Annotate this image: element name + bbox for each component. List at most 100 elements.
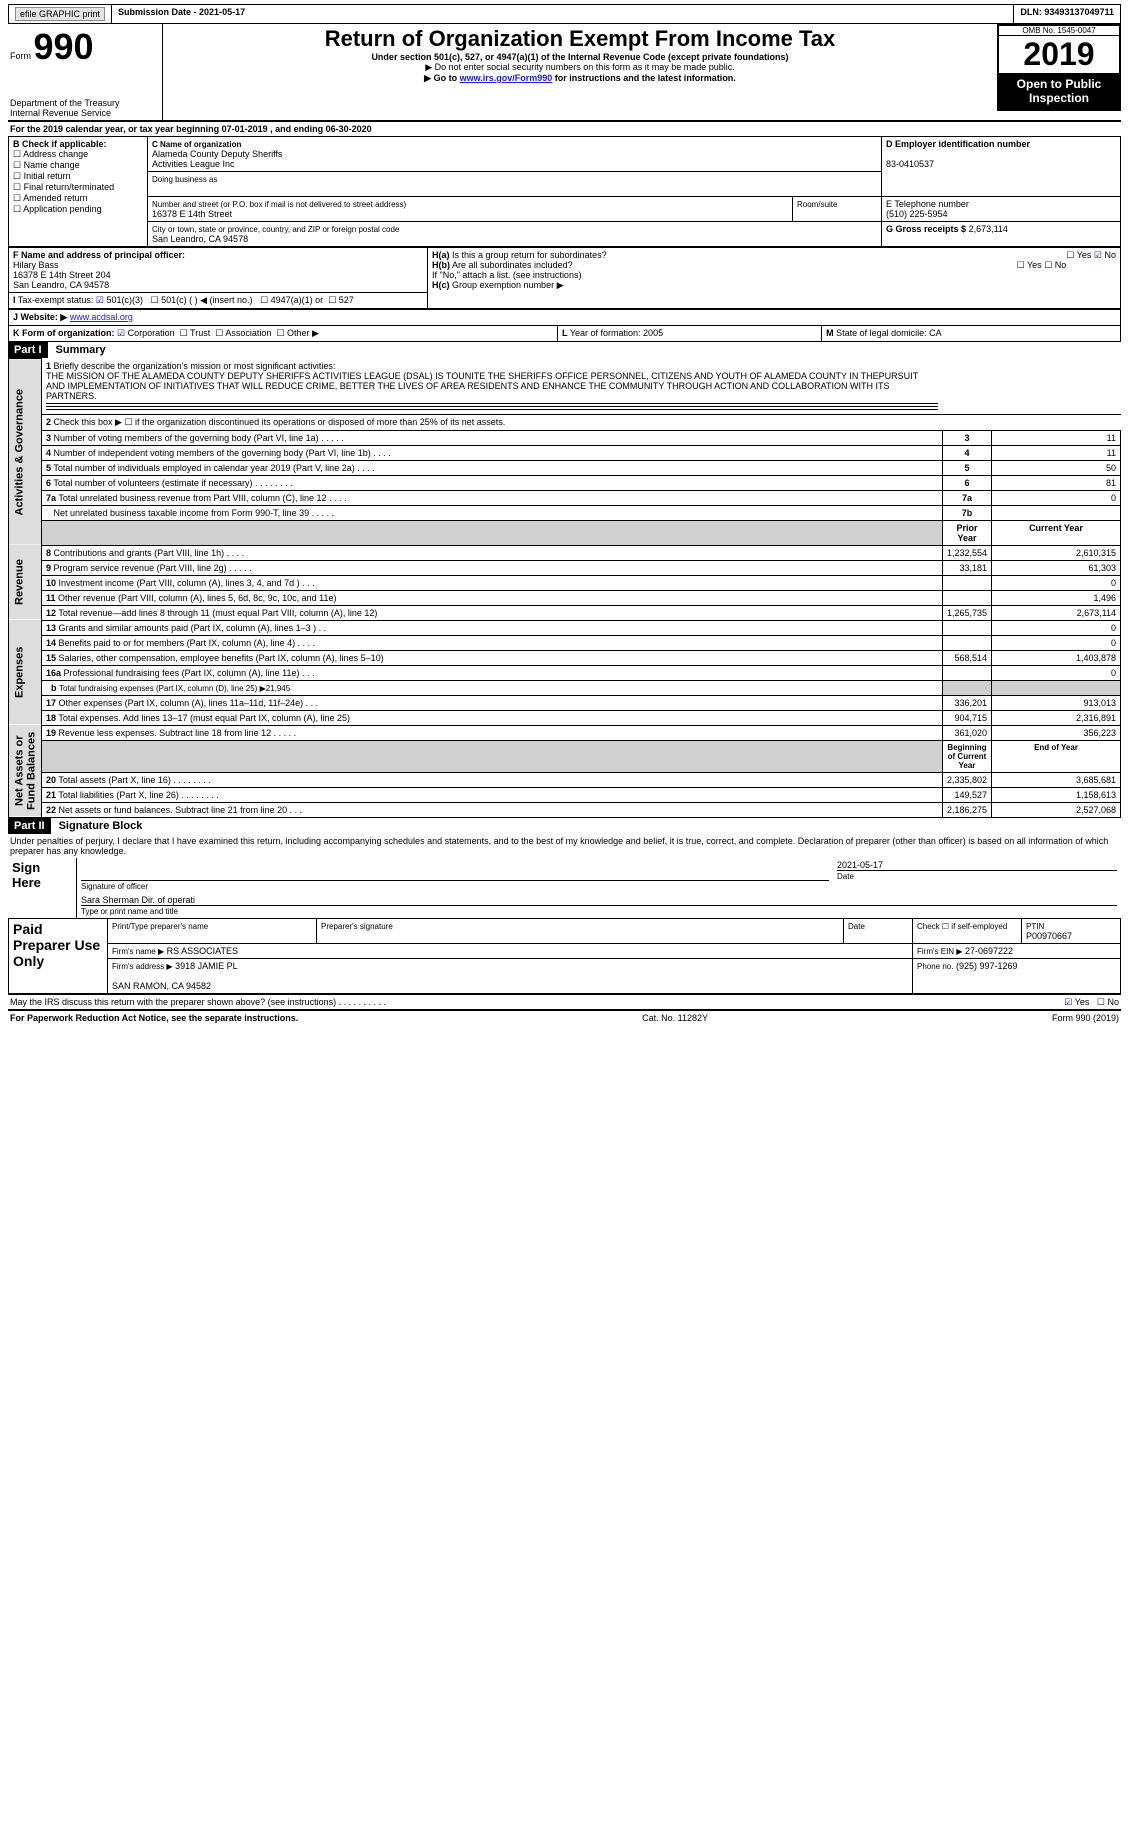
hb-label: Are all subordinates included? bbox=[452, 260, 573, 270]
i-501c3[interactable]: 501(c)(3) bbox=[96, 295, 143, 305]
officer-name: Hilary Bass bbox=[13, 260, 59, 270]
side-balances: Net Assets orFund Balances bbox=[9, 725, 42, 817]
row5: 5 Total number of individuals employed i… bbox=[9, 460, 1121, 475]
omb: OMB No. 1545-0047 bbox=[999, 26, 1119, 36]
row6: 6 Total number of volunteers (estimate i… bbox=[9, 475, 1121, 490]
eoy-hdr: End of Year bbox=[992, 740, 1121, 772]
subtitle1: Under section 501(c), 527, or 4947(a)(1)… bbox=[165, 52, 995, 62]
g-label: G Gross receipts $ bbox=[886, 224, 966, 234]
chk-address[interactable]: Address change bbox=[13, 149, 143, 160]
i-501c[interactable]: 501(c) ( ) ◀ (insert no.) bbox=[151, 295, 253, 305]
city: San Leandro, CA 94578 bbox=[152, 234, 248, 244]
k-trust[interactable]: Trust bbox=[180, 328, 211, 338]
form-title: Return of Organization Exempt From Incom… bbox=[165, 26, 995, 52]
chk-initial[interactable]: Initial return bbox=[13, 171, 143, 182]
firm-name: RS ASSOCIATES bbox=[167, 946, 238, 956]
q1: Briefly describe the organization's miss… bbox=[54, 361, 336, 371]
paid-preparer: Paid Preparer Use Only bbox=[9, 918, 108, 993]
ha-no[interactable]: No bbox=[1094, 250, 1116, 260]
firm-ein: 27-0697222 bbox=[965, 946, 1013, 956]
prior-hdr: Prior Year bbox=[942, 520, 991, 545]
hb-no[interactable]: No bbox=[1044, 260, 1066, 270]
info-table-3: J Website: ▶ www.acdsal.org K Form of or… bbox=[8, 309, 1121, 342]
hb-note: If "No," attach a list. (see instruction… bbox=[432, 270, 581, 280]
ha-label: Is this a group return for subordinates? bbox=[452, 250, 607, 260]
chk-final[interactable]: Final return/terminated bbox=[13, 182, 143, 193]
discuss-row: May the IRS discuss this return with the… bbox=[8, 994, 1121, 1009]
street-label: Number and street (or P.O. box if mail i… bbox=[152, 200, 406, 209]
i-4947[interactable]: 4947(a)(1) or bbox=[260, 295, 323, 305]
side-governance: Activities & Governance bbox=[9, 359, 42, 546]
k-assoc[interactable]: Association bbox=[215, 328, 271, 338]
chk-pending[interactable]: Application pending bbox=[13, 204, 143, 215]
signature-table: Sign Here Signature of officer 2021-05-1… bbox=[8, 858, 1121, 918]
efile-print-button[interactable]: efile GRAPHIC print bbox=[15, 7, 105, 21]
row7a: 7a Total unrelated business revenue from… bbox=[9, 490, 1121, 505]
sign-here: Sign Here bbox=[8, 858, 77, 918]
sig-date: 2021-05-17 bbox=[837, 860, 1117, 871]
dln: DLN: 93493137049711 bbox=[1014, 5, 1120, 23]
ein: 83-0410537 bbox=[886, 159, 934, 169]
i-527[interactable]: 527 bbox=[328, 295, 354, 305]
city-label: City or town, state or province, country… bbox=[152, 225, 399, 234]
info-table: B Check if applicable: Address change Na… bbox=[8, 136, 1121, 247]
part1-hdr: Part I bbox=[8, 342, 48, 358]
dept: Department of the Treasury Internal Reve… bbox=[10, 98, 160, 118]
suite-label: Room/suite bbox=[797, 200, 837, 209]
open-public: Open to Public Inspection bbox=[999, 73, 1119, 109]
dba-label: Doing business as bbox=[152, 175, 217, 184]
b-label: B Check if applicable: bbox=[13, 139, 107, 149]
website-link[interactable]: www.acdsal.org bbox=[70, 312, 133, 322]
officer-addr: 16378 E 14th Street 204 San Leandro, CA … bbox=[13, 270, 111, 290]
subtitle2: ▶ Do not enter social security numbers o… bbox=[165, 62, 995, 73]
ha-yes[interactable]: Yes bbox=[1066, 250, 1091, 260]
line-a: For the 2019 calendar year, or tax year … bbox=[8, 120, 1121, 136]
printed-name: Sara Sherman Dir. of operati bbox=[81, 895, 1117, 906]
q2: Check this box ▶ ☐ if the organization d… bbox=[54, 417, 506, 427]
part2-title: Signature Block bbox=[51, 818, 151, 834]
f-label: F Name and address of principal officer: bbox=[13, 250, 185, 260]
form-number: 990 bbox=[34, 26, 94, 67]
c-label: C Name of organization bbox=[152, 140, 241, 149]
org-name: Alameda County Deputy Sheriffs Activitie… bbox=[152, 149, 282, 169]
summary-table: Activities & Governance 1 Briefly descri… bbox=[8, 358, 1121, 818]
sig-off-label: Signature of officer bbox=[81, 882, 148, 891]
info-table-2: F Name and address of principal officer:… bbox=[8, 247, 1121, 309]
form-label: Form bbox=[10, 51, 31, 61]
year-box: OMB No. 1545-0047 2019 Open to Public In… bbox=[997, 24, 1121, 111]
declaration: Under penalties of perjury, I declare th… bbox=[8, 834, 1121, 858]
k-other[interactable]: Other ▶ bbox=[276, 328, 319, 338]
k-corp[interactable]: Corporation bbox=[117, 328, 175, 338]
j-label: Website: ▶ bbox=[21, 312, 68, 322]
row3: 3 Number of voting members of the govern… bbox=[9, 430, 1121, 445]
part2-hdr: Part II bbox=[8, 818, 51, 834]
gross-receipts: 2,673,114 bbox=[969, 224, 1008, 234]
side-revenue: Revenue bbox=[9, 545, 42, 620]
preparer-table: Paid Preparer Use Only Print/Type prepar… bbox=[8, 918, 1121, 994]
tax-year: 2019 bbox=[999, 36, 1119, 73]
firm-phone: (925) 997-1269 bbox=[956, 961, 1018, 971]
discuss-no[interactable]: No bbox=[1097, 997, 1119, 1007]
subtitle3: ▶ Go to www.irs.gov/Form990 for instruct… bbox=[165, 73, 995, 84]
footer: For Paperwork Reduction Act Notice, see … bbox=[8, 1009, 1121, 1025]
d-label: D Employer identification number bbox=[886, 139, 1030, 149]
ptin: P00970667 bbox=[1026, 931, 1072, 941]
header-row: Form 990 Department of the Treasury Inte… bbox=[8, 24, 1121, 120]
k-label: K Form of organization: bbox=[13, 328, 115, 338]
hc-label: Group exemption number ▶ bbox=[452, 280, 563, 290]
date-label: Date bbox=[837, 872, 854, 881]
street: 16378 E 14th Street bbox=[152, 209, 232, 219]
bcy-hdr: Beginning of Current Year bbox=[942, 740, 991, 772]
part1-title: Summary bbox=[48, 342, 114, 358]
form-page: efile GRAPHIC print Submission Date - 20… bbox=[0, 0, 1129, 1029]
chk-name[interactable]: Name change bbox=[13, 160, 143, 171]
chk-amended[interactable]: Amended return bbox=[13, 193, 143, 204]
hb-yes[interactable]: Yes bbox=[1017, 260, 1042, 270]
e-label: E Telephone number bbox=[886, 199, 969, 209]
irs-link[interactable]: www.irs.gov/Form990 bbox=[460, 73, 553, 83]
printed-label: Type or print name and title bbox=[81, 907, 178, 916]
top-bar: efile GRAPHIC print Submission Date - 20… bbox=[8, 4, 1121, 24]
row4: 4 Number of independent voting members o… bbox=[9, 445, 1121, 460]
submission-date: Submission Date - 2021-05-17 bbox=[112, 5, 1014, 23]
discuss-yes[interactable]: Yes bbox=[1064, 997, 1089, 1007]
